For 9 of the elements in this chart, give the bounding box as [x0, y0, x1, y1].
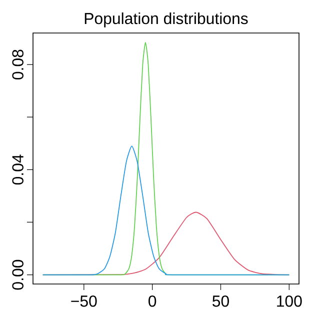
- line-series: [42, 146, 290, 276]
- y-tick-label: 0.08: [12, 50, 24, 80]
- y-tick-label: 0.04: [12, 154, 24, 185]
- chart-title: Population distributions: [84, 12, 248, 28]
- x-tick-label: 0: [148, 296, 156, 307]
- x-tick-label: 100: [277, 296, 302, 307]
- y-tick-label: 0.00: [12, 260, 24, 290]
- x-tick-label: −50: [71, 296, 97, 307]
- x-tick-label: 50: [212, 296, 229, 307]
